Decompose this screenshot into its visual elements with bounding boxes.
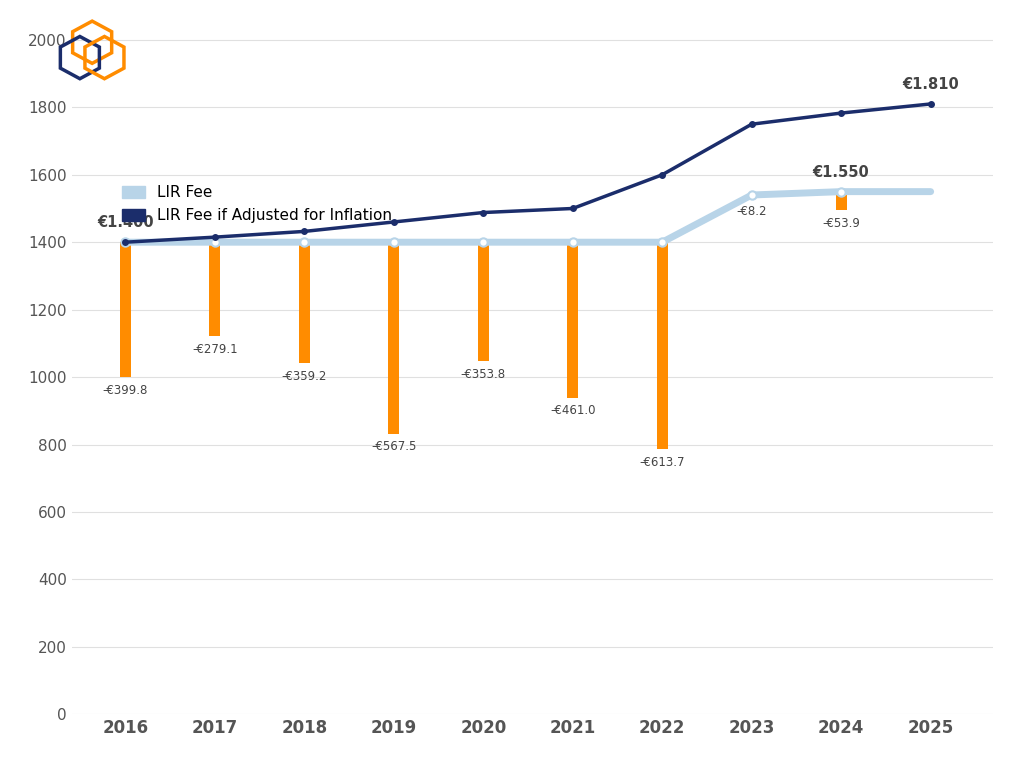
Text: €1.400: €1.400 bbox=[97, 215, 154, 230]
Text: -€399.8: -€399.8 bbox=[102, 384, 148, 397]
Bar bbox=[210, 242, 220, 336]
Text: -€461.0: -€461.0 bbox=[550, 405, 596, 417]
Bar bbox=[746, 195, 757, 198]
Text: -€279.1: -€279.1 bbox=[193, 343, 238, 356]
Text: €1.550: €1.550 bbox=[813, 165, 869, 180]
Text: -€353.8: -€353.8 bbox=[461, 368, 506, 381]
Bar bbox=[656, 242, 668, 449]
Text: -€53.9: -€53.9 bbox=[822, 217, 860, 230]
Bar bbox=[478, 242, 488, 362]
Bar bbox=[567, 242, 579, 398]
Bar bbox=[388, 242, 399, 434]
Bar bbox=[836, 192, 847, 210]
Bar bbox=[120, 242, 131, 377]
Text: -€359.2: -€359.2 bbox=[282, 370, 327, 383]
Text: -€567.5: -€567.5 bbox=[371, 440, 417, 453]
Text: €1.810: €1.810 bbox=[902, 77, 959, 92]
Legend: LIR Fee, LIR Fee if Adjusted for Inflation: LIR Fee, LIR Fee if Adjusted for Inflati… bbox=[116, 179, 398, 229]
Text: -€8.2: -€8.2 bbox=[736, 204, 767, 217]
Text: -€613.7: -€613.7 bbox=[639, 456, 685, 469]
Bar bbox=[299, 242, 309, 363]
